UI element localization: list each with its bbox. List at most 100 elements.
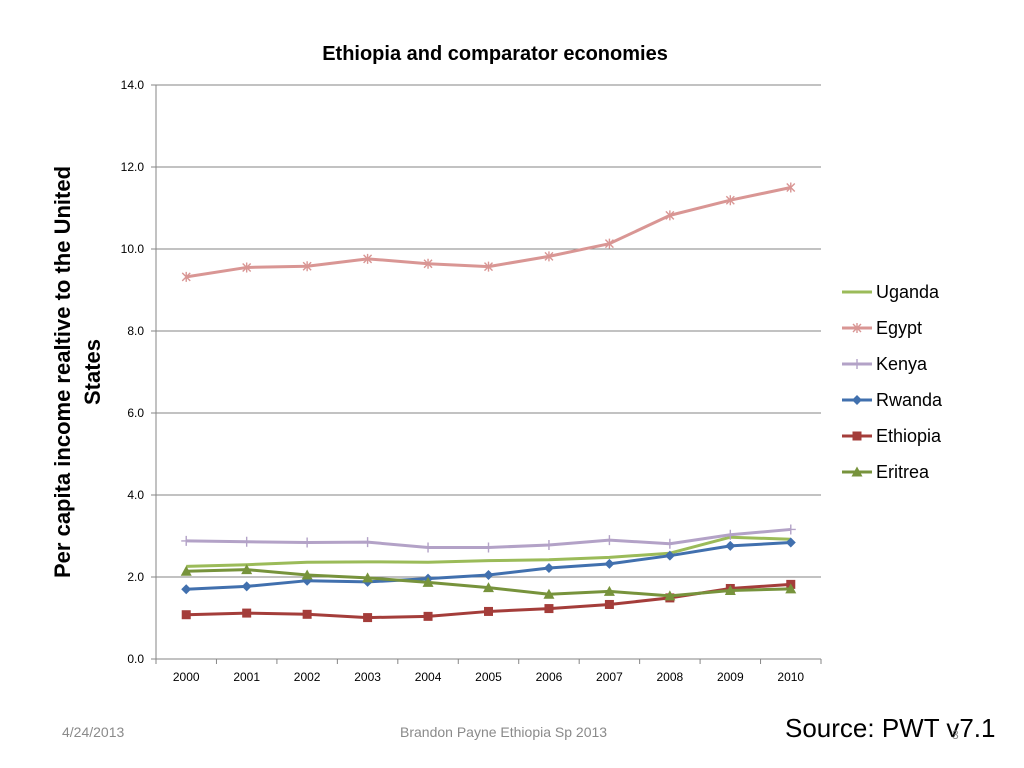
data-point-egypt (242, 262, 252, 273)
legend-label: Rwanda (876, 390, 943, 410)
x-tick-label: 2001 (233, 670, 260, 684)
data-point-ethiopia (484, 606, 493, 616)
data-point-eritrea (603, 585, 615, 596)
x-tick-label: 2003 (354, 670, 381, 684)
data-point-eritrea (664, 590, 676, 601)
y-tick-label: 14.0 (121, 78, 145, 92)
data-point-kenya (362, 537, 373, 548)
data-point-kenya (604, 535, 615, 546)
series-kenya (181, 524, 796, 553)
footer-date: 4/24/2013 (62, 724, 125, 740)
data-point-kenya (302, 537, 313, 548)
series-uganda (186, 535, 791, 568)
series-lines (180, 182, 797, 623)
data-point-egypt (665, 210, 675, 221)
legend-item-kenya: Kenya (842, 354, 928, 374)
x-tick-label: 2008 (657, 670, 684, 684)
series-egypt (181, 182, 796, 282)
data-point-rwanda (785, 537, 796, 548)
legend-item-ethiopia: Ethiopia (842, 426, 942, 446)
x-tick-label: 2004 (415, 670, 442, 684)
data-point-rwanda (241, 581, 252, 592)
data-point-eritrea (543, 588, 555, 599)
data-point-egypt (484, 261, 493, 272)
axes: 0.0 2.0 4.0 6.0 8.0 10.0 12.0 14.0 2000 2001 2002 2… (121, 78, 822, 684)
x-tick-label: 2007 (596, 670, 623, 684)
y-tick-label: 0.0 (127, 652, 144, 666)
data-point-egypt (302, 261, 312, 272)
data-point-egypt (786, 182, 796, 193)
data-point-rwanda (604, 558, 615, 569)
series-eritrea (180, 564, 797, 601)
data-point-egypt (725, 195, 735, 206)
x-tick-label: 2000 (173, 670, 200, 684)
data-point-rwanda (543, 562, 554, 573)
x-tick-label: 2006 (536, 670, 563, 684)
data-point-ethiopia (181, 610, 191, 620)
legend-label: Egypt (876, 318, 922, 338)
y-tick-label: 4.0 (127, 488, 144, 502)
data-point-egypt (544, 251, 554, 262)
y-tick-label: 6.0 (127, 406, 144, 420)
legend-marker (852, 395, 862, 405)
chart-title: Ethiopia and comparator economies (322, 43, 668, 65)
data-point-ethiopia (604, 599, 614, 609)
y-tick-label: 8.0 (127, 324, 144, 338)
legend-label: Uganda (876, 282, 940, 302)
data-point-rwanda (725, 540, 736, 551)
data-point-eritrea (724, 585, 736, 596)
data-point-eritrea (301, 569, 313, 580)
data-point-eritrea (241, 564, 253, 575)
data-point-ethiopia (363, 613, 373, 623)
data-point-kenya (483, 542, 494, 553)
legend-item-uganda: Uganda (842, 282, 940, 302)
data-point-eritrea (785, 583, 797, 594)
legend: Uganda Egypt Kenya Rwanda Ethiopia Eritrea (842, 282, 943, 482)
series-rwanda (181, 537, 796, 595)
data-point-rwanda (181, 584, 192, 595)
legend-item-egypt: Egypt (842, 318, 922, 338)
data-point-kenya (181, 535, 192, 546)
legend-item-eritrea: Eritrea (842, 462, 930, 482)
data-point-eritrea (180, 565, 192, 576)
data-point-egypt (423, 258, 433, 269)
legend-marker (852, 323, 862, 333)
data-point-eritrea (362, 572, 374, 583)
y-axis-label-line1: Per capita income realtive to the United (50, 166, 75, 578)
series-line-uganda (186, 535, 791, 568)
y-axis-label-line2: States (80, 339, 105, 405)
data-point-kenya (664, 538, 675, 549)
x-tick-label: 2002 (294, 670, 321, 684)
data-point-ethiopia (242, 608, 252, 618)
legend-marker (852, 359, 862, 369)
legend-label: Eritrea (876, 462, 930, 482)
x-tick-label: 2005 (475, 670, 502, 684)
y-axis-label: Per capita income realtive to the United… (50, 166, 105, 578)
y-tick-label: 10.0 (121, 242, 145, 256)
data-point-rwanda (483, 569, 494, 580)
x-tick-label: 2009 (717, 670, 744, 684)
y-tick-label: 2.0 (127, 570, 144, 584)
data-point-eritrea (422, 576, 434, 587)
data-point-kenya (725, 529, 736, 540)
data-point-ethiopia (544, 604, 554, 614)
legend-label: Kenya (876, 354, 928, 374)
legend-label: Ethiopia (876, 426, 942, 446)
data-point-egypt (363, 253, 373, 264)
data-point-kenya (423, 542, 434, 553)
y-tick-label: 12.0 (121, 160, 145, 174)
data-point-rwanda (664, 550, 675, 561)
source-note: Source: PWT v7.1 (785, 713, 996, 743)
data-point-kenya (543, 540, 554, 551)
data-point-kenya (785, 524, 796, 535)
data-point-kenya (241, 536, 252, 547)
gridlines (156, 84, 821, 578)
data-point-egypt (604, 238, 614, 249)
x-tick-label: 2010 (777, 670, 804, 684)
legend-marker (851, 466, 863, 477)
footer-author: Brandon Payne Ethiopia Sp 2013 (400, 724, 608, 740)
legend-item-rwanda: Rwanda (842, 390, 943, 410)
data-point-ethiopia (423, 611, 433, 621)
data-point-eritrea (483, 582, 494, 593)
slide-number: 3 (952, 728, 959, 742)
